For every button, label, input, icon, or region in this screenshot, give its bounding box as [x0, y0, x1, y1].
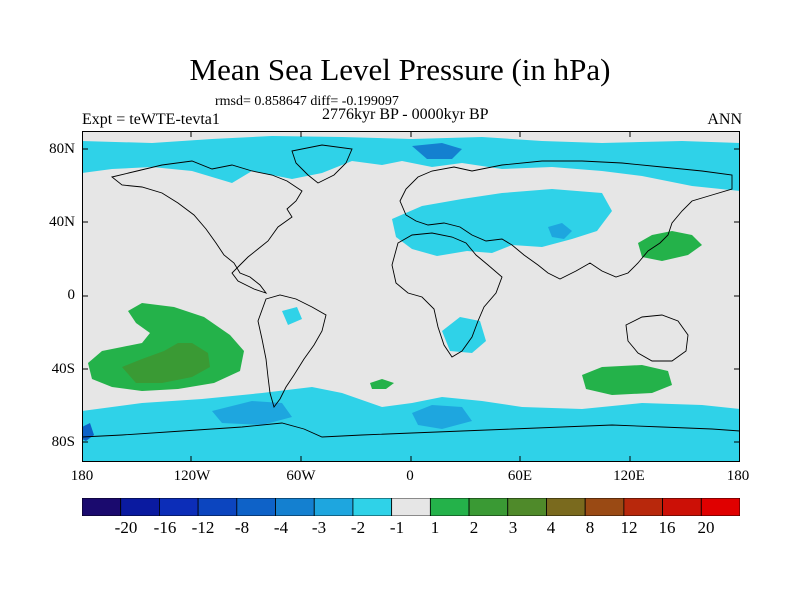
australia-coast	[625, 314, 689, 362]
asia-negative-core	[548, 223, 572, 239]
y-tick-label: 80S	[51, 434, 75, 450]
arctic-negative-band	[82, 136, 740, 191]
colorbar-box	[82, 498, 122, 516]
stats-line: rmsd= 0.858647 diff= -0.199097	[215, 94, 399, 109]
colorbar-box	[700, 498, 740, 516]
period-label: 2776kyr BP - 0000kyr BP	[322, 106, 489, 123]
south-atlantic-positive-spot	[370, 379, 394, 389]
colorbar-box	[352, 498, 393, 516]
x-tick-label: 0	[406, 468, 414, 484]
x-tick-label: 120W	[173, 468, 211, 484]
x-tick-label: 60E	[507, 468, 533, 484]
x-tick-label: 60W	[286, 468, 316, 484]
colorbar-label: -4	[273, 518, 289, 537]
colorbar-label: -12	[191, 518, 215, 537]
colorbar-box	[275, 498, 315, 516]
africa-coast	[391, 232, 503, 358]
south-pacific-positive-core	[122, 343, 210, 383]
north-america-coast	[111, 160, 303, 294]
y-tick-label: 40N	[49, 214, 75, 230]
colorbar-label: -8	[234, 518, 250, 537]
colorbar-box	[313, 498, 354, 516]
colorbar-box	[391, 498, 431, 516]
colorbar	[82, 498, 740, 516]
colorbar-box	[584, 498, 625, 516]
colorbar-label: 2	[469, 518, 479, 537]
axis-ticks	[82, 131, 740, 462]
colorbar-box	[662, 498, 702, 516]
eurasia-coast	[399, 160, 733, 280]
south-africa-negative-region	[442, 317, 486, 353]
coastlines	[82, 144, 740, 438]
positive-anomaly-regions	[88, 231, 702, 395]
colorbar-box	[468, 498, 509, 516]
colorbar-box	[623, 498, 663, 516]
eurasia-negative-region	[392, 189, 612, 256]
colorbar-label: 12	[620, 518, 638, 537]
arctic-negative-core	[412, 143, 462, 159]
plot-title: Mean Sea Level Pressure (in hPa)	[189, 52, 611, 87]
south-indian-positive-region	[582, 365, 672, 395]
y-tick-label: 0	[67, 287, 76, 303]
south-america-coast	[257, 294, 327, 408]
colorbar-label: -2	[350, 518, 366, 537]
colorbar-label: 3	[508, 518, 518, 537]
colorbar-label: 4	[546, 518, 556, 537]
nw-pacific-positive-region	[638, 231, 702, 261]
southern-ocean-negative-core-east	[412, 405, 472, 429]
colorbar-label: 8	[585, 518, 595, 537]
colorbar-label: -20	[114, 518, 138, 537]
x-tick-label: 180	[726, 468, 750, 484]
map-panel	[82, 131, 740, 462]
colorbar-box	[507, 498, 547, 516]
antarctica-coast	[82, 422, 740, 438]
colorbar-label: -1	[389, 518, 405, 537]
negative-anomaly-regions	[82, 136, 740, 462]
colorbar-box	[197, 498, 238, 516]
x-tick-label: 180	[70, 468, 94, 484]
x-tick-label: 120E	[613, 468, 645, 484]
experiment-label: Expt = teWTE-tevta1	[82, 111, 220, 128]
y-tick-label: 40S	[51, 361, 75, 377]
colorbar-label: -16	[153, 518, 177, 537]
south-america-negative-spot	[282, 307, 302, 325]
colorbar-box	[429, 498, 470, 516]
colorbar-label: 20	[697, 518, 715, 537]
southern-ocean-negative-core-west	[212, 401, 292, 425]
colorbar-label: 16	[658, 518, 676, 537]
greenland-coast	[291, 144, 353, 184]
colorbar-box	[546, 498, 586, 516]
colorbar-label: 1	[430, 518, 440, 537]
colorbar-box	[236, 498, 276, 516]
season-label: ANN	[707, 111, 742, 128]
colorbar-box	[159, 498, 199, 516]
colorbar-label: -3	[311, 518, 327, 537]
colorbar-box	[120, 498, 160, 516]
y-tick-label: 80N	[49, 141, 75, 157]
